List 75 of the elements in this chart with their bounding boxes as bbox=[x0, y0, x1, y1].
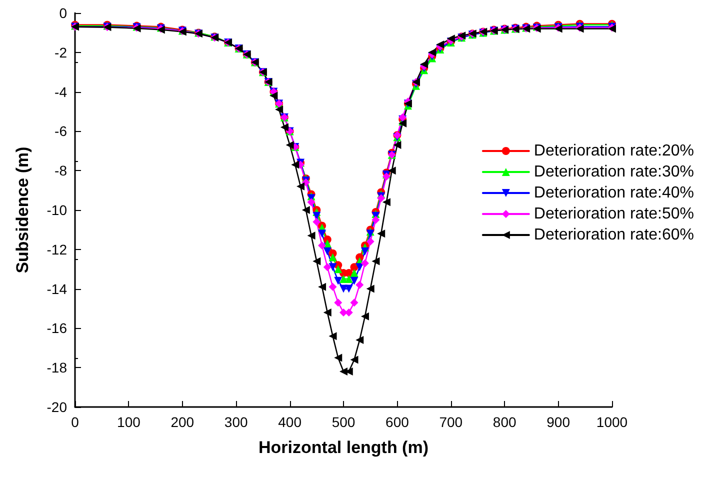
point bbox=[307, 198, 316, 206]
x-tick-label: 0 bbox=[71, 414, 80, 430]
point bbox=[360, 312, 369, 320]
point bbox=[372, 216, 380, 224]
point bbox=[356, 263, 364, 272]
point bbox=[296, 182, 305, 190]
point bbox=[280, 123, 288, 132]
point bbox=[334, 276, 342, 285]
x-tick-label: 800 bbox=[492, 414, 516, 430]
y-tick-label: -12 bbox=[46, 241, 68, 258]
y-tick-label: -8 bbox=[54, 162, 68, 179]
point bbox=[318, 241, 326, 250]
point bbox=[323, 263, 332, 272]
point bbox=[323, 239, 332, 248]
point bbox=[323, 247, 332, 256]
point bbox=[350, 298, 358, 307]
point bbox=[286, 140, 294, 149]
legend-label: Deterioration rate:60% bbox=[534, 226, 694, 244]
x-tick-label: 700 bbox=[439, 414, 463, 430]
point bbox=[270, 92, 278, 100]
point bbox=[328, 253, 337, 262]
point bbox=[312, 257, 321, 266]
y-tick-label: -14 bbox=[46, 280, 68, 297]
point bbox=[340, 368, 348, 376]
y-tick-label: -4 bbox=[54, 84, 68, 100]
point bbox=[334, 298, 342, 307]
x-tick-label: 400 bbox=[278, 414, 302, 430]
y-axis-title: Subsidence (m) bbox=[13, 146, 32, 274]
legend-label: Deterioration rate:20% bbox=[534, 142, 694, 160]
point bbox=[307, 232, 316, 240]
point bbox=[350, 356, 358, 364]
point bbox=[350, 269, 358, 278]
point bbox=[302, 206, 310, 214]
y-tick-label: 0 bbox=[59, 5, 68, 21]
point bbox=[323, 308, 332, 316]
point bbox=[372, 257, 380, 266]
point bbox=[360, 247, 369, 256]
point bbox=[275, 106, 284, 114]
x-tick-label: 900 bbox=[546, 414, 570, 430]
point bbox=[377, 230, 386, 238]
point bbox=[360, 259, 369, 268]
y-tick-label: -18 bbox=[46, 360, 68, 376]
x-axis-title: Horizontal length (m) bbox=[258, 438, 428, 457]
point bbox=[356, 280, 364, 289]
point bbox=[334, 354, 342, 362]
point bbox=[328, 263, 337, 272]
point bbox=[291, 160, 300, 169]
point bbox=[356, 336, 364, 344]
point bbox=[328, 282, 337, 291]
y-tick-label: -6 bbox=[54, 123, 68, 140]
y-tick-label: -2 bbox=[54, 44, 68, 60]
point bbox=[318, 282, 326, 291]
x-tick-label: 300 bbox=[224, 414, 248, 430]
point bbox=[366, 238, 374, 246]
point bbox=[366, 284, 374, 293]
point bbox=[312, 218, 321, 226]
legend-label: Deterioration rate:50% bbox=[534, 206, 694, 222]
x-tick-label: 600 bbox=[386, 414, 410, 430]
point bbox=[334, 265, 342, 274]
point bbox=[350, 276, 358, 285]
x-tick-label: 1000 bbox=[596, 414, 628, 430]
point bbox=[393, 140, 402, 149]
point bbox=[318, 230, 326, 238]
point bbox=[388, 166, 396, 175]
legend-label: Deterioration rate:40% bbox=[534, 184, 694, 202]
y-tick-label: -16 bbox=[46, 320, 68, 336]
y-tick-label: -10 bbox=[46, 202, 68, 218]
point bbox=[328, 332, 337, 340]
x-tick-label: 200 bbox=[170, 414, 194, 430]
y-tick-label: -20 bbox=[46, 399, 68, 415]
point bbox=[382, 198, 390, 206]
point bbox=[344, 284, 353, 293]
x-tick-label: 500 bbox=[332, 414, 356, 430]
x-tick-label: 100 bbox=[117, 414, 141, 430]
legend-label: Deterioration rate:30% bbox=[534, 164, 694, 180]
